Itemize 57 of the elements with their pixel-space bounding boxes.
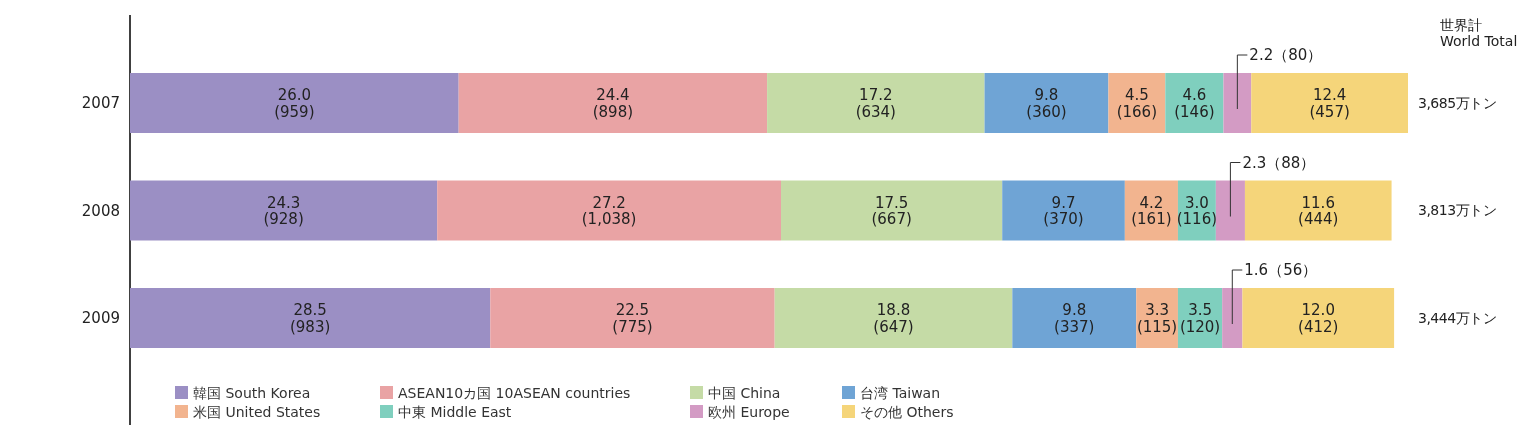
bar	[774, 288, 1013, 348]
bar	[767, 73, 985, 133]
legend-label: ASEAN10カ国 10ASEAN countries	[398, 384, 631, 401]
text: 世界計 World Total	[1440, 17, 1518, 49]
legend-label: 韓国 South Korea	[193, 384, 311, 401]
data-label: 3.5 (120)	[1179, 301, 1221, 336]
data-label: 24.4 (898)	[592, 86, 634, 121]
data-label: 2.2（80）	[1249, 46, 1323, 65]
data-label: 2.3（88）	[1242, 153, 1316, 172]
data-label: 3.3 (115)	[1136, 301, 1178, 336]
y-tick-label: 2008	[81, 201, 120, 220]
bar	[1242, 288, 1395, 348]
data-label: 27.2 (1,038)	[581, 193, 637, 228]
bar	[1222, 288, 1243, 348]
data-label: 26.0 (959)	[274, 86, 315, 121]
bar	[130, 288, 491, 348]
data-label: 9.8 (337)	[1054, 301, 1095, 336]
data-label: 9.7 (370)	[1043, 193, 1084, 228]
data-label: 12.0 (412)	[1298, 301, 1339, 336]
data-label: 12.4 (457)	[1309, 86, 1350, 121]
bar	[1251, 73, 1408, 133]
text: 3,813万トン	[1418, 202, 1497, 219]
data-label: 9.8 (360)	[1026, 86, 1067, 121]
data-label: 4.5 (166)	[1116, 86, 1158, 121]
data-label: 22.5 (775)	[612, 301, 653, 336]
y-tick-label: 2009	[81, 309, 120, 328]
bar	[1002, 180, 1125, 241]
data-label: 18.8 (647)	[873, 301, 914, 336]
bar	[781, 180, 1003, 241]
bar	[458, 73, 768, 133]
bar	[130, 180, 438, 241]
bar	[437, 180, 782, 241]
bar	[1223, 73, 1252, 133]
y-tick-label: 2007	[81, 94, 120, 113]
data-label: 4.6 (146)	[1174, 86, 1215, 121]
text: 3,444万トン	[1418, 309, 1497, 326]
legend-label: 台湾 Taiwan	[860, 384, 941, 401]
data-label: 1.6（56）	[1244, 261, 1318, 280]
bar	[490, 288, 775, 348]
data-label: 11.6 (444)	[1298, 193, 1339, 228]
bar	[1215, 180, 1245, 241]
data-label: 17.5 (667)	[871, 193, 912, 228]
bar	[1012, 288, 1137, 348]
data-label: 17.2 (634)	[855, 86, 896, 121]
data-label: 28.5 (983)	[289, 301, 331, 336]
bar	[130, 73, 459, 133]
data-label: 24.3 (928)	[263, 193, 304, 228]
data-label: 4.2 (161)	[1131, 193, 1172, 228]
bar	[984, 73, 1109, 133]
data-label: 3.0 (116)	[1176, 193, 1218, 228]
legend-label: 中東 Middle East	[398, 403, 512, 420]
legend-label: その他 Others	[860, 403, 954, 420]
legend-label: 欧州 Europe	[708, 403, 790, 420]
text: 3,685万トン	[1418, 94, 1497, 111]
legend-label: 米国 United States	[193, 403, 321, 420]
bar	[1244, 180, 1392, 241]
legend-label: 中国 China	[708, 384, 781, 401]
